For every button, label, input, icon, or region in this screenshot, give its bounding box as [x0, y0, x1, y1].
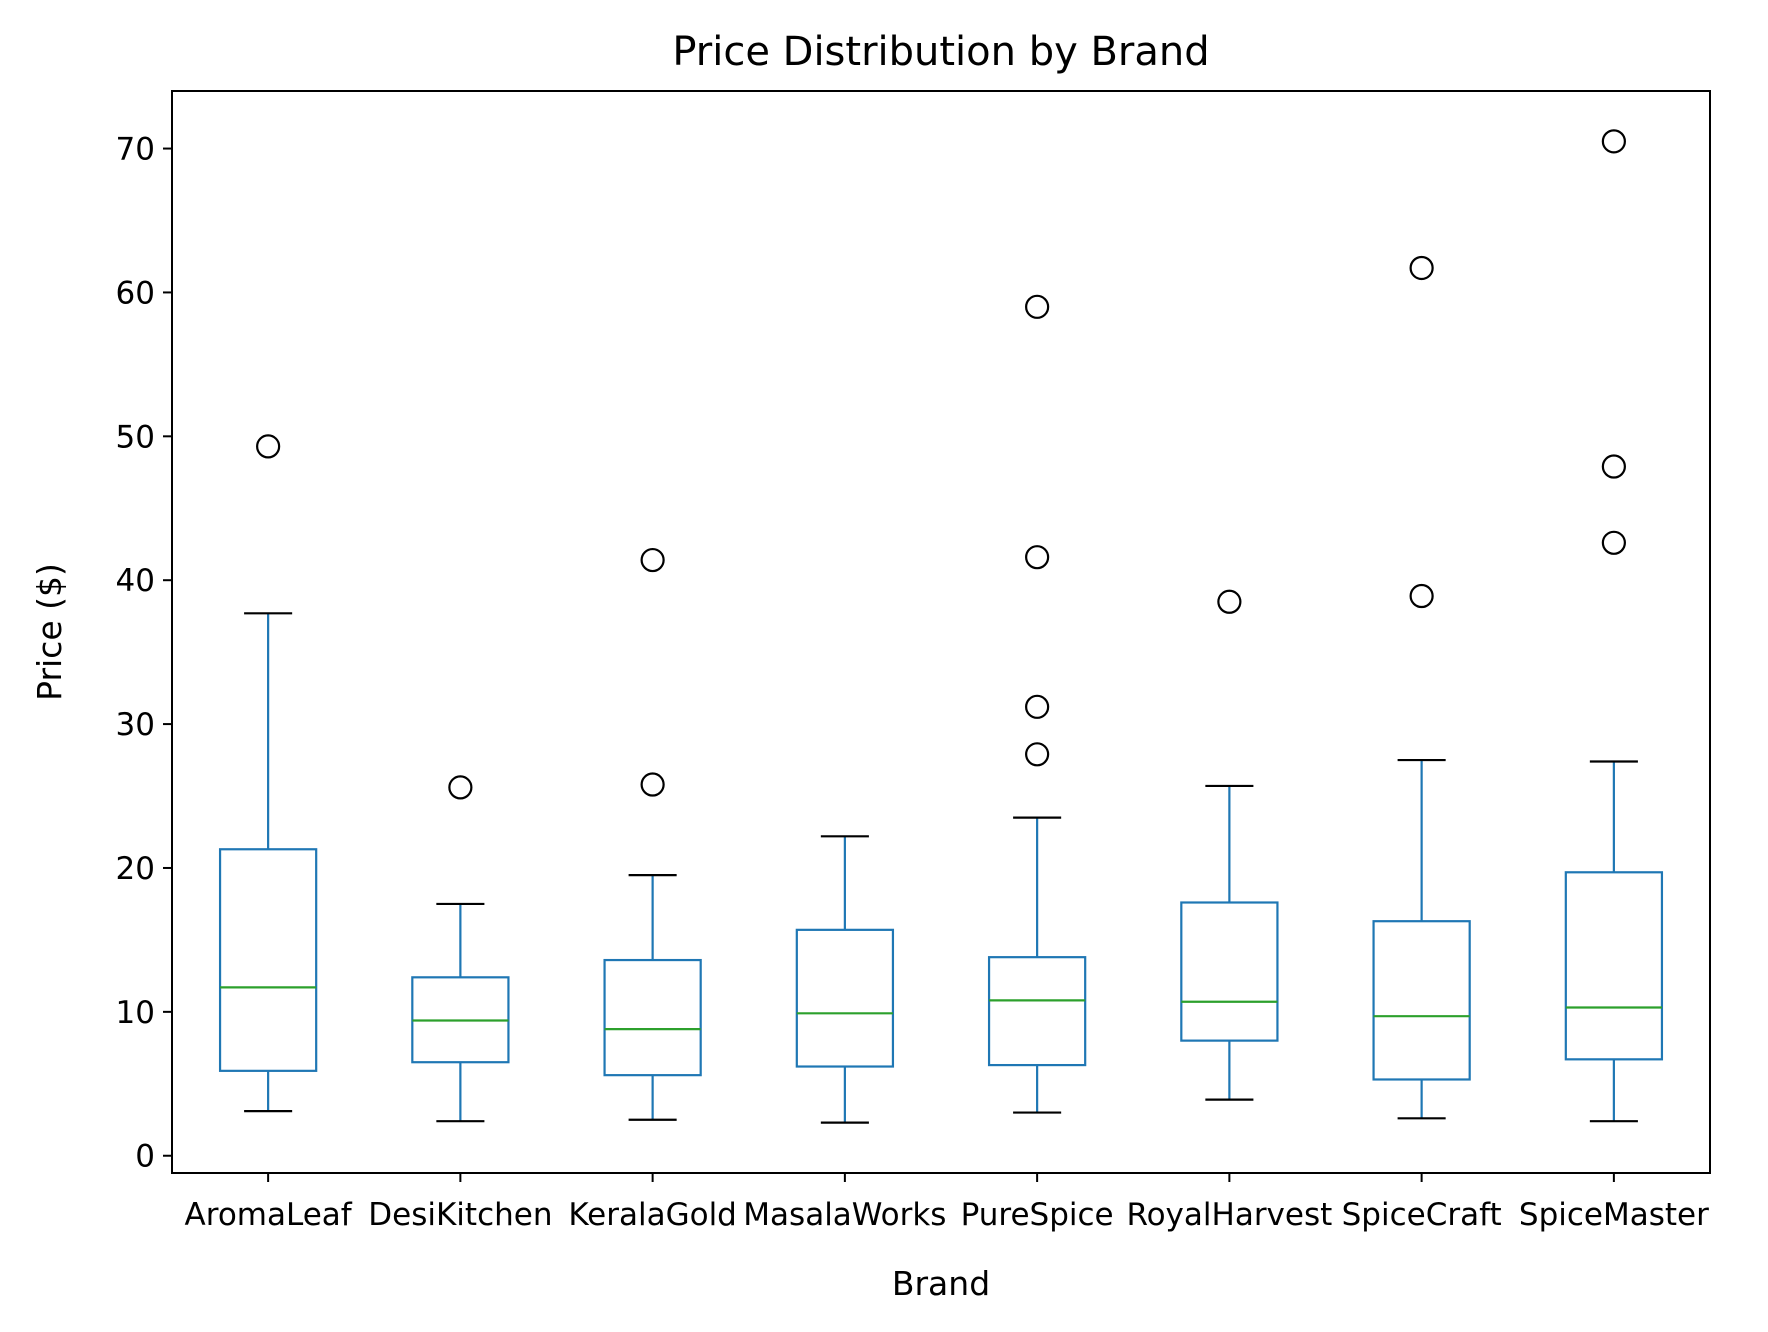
- box-iqr: [1564, 871, 1664, 1061]
- boxes-layer: [218, 129, 1664, 1124]
- x-tick-label: SpiceMaster: [1519, 1197, 1709, 1233]
- y-tick-label: 40: [116, 563, 155, 599]
- flier-point: [1601, 454, 1626, 479]
- box-iqr: [1372, 920, 1471, 1081]
- x-tick-label: DesiKitchen: [368, 1197, 552, 1233]
- y-axis: 0 10 20 30 40 50 60 70: [116, 132, 172, 1175]
- y-tick-label: 70: [116, 132, 155, 168]
- flier-point: [1409, 255, 1434, 281]
- x-tick-label: AromaLeaf: [185, 1197, 353, 1233]
- flier-point: [1025, 545, 1050, 570]
- x-tick-label: MasalaWorks: [743, 1197, 946, 1233]
- flier-point: [448, 775, 473, 800]
- y-axis-title: Price ($): [30, 563, 69, 701]
- plot-frame: [171, 90, 1711, 1174]
- x-axis-title: Brand: [892, 1264, 990, 1303]
- y-tick-label: 60: [116, 275, 155, 311]
- y-tick-label: 10: [116, 995, 155, 1031]
- box-iqr: [987, 956, 1087, 1067]
- y-tick-label: 50: [116, 419, 155, 455]
- box-aromaleaf: [218, 434, 318, 1113]
- flier-point: [1601, 530, 1626, 555]
- flier-point: [1025, 294, 1050, 319]
- flier-point: [1025, 742, 1050, 767]
- box-spicecraft: [1372, 255, 1471, 1120]
- flier-point: [256, 434, 281, 459]
- chart-title: Price Distribution by Brand: [672, 29, 1209, 75]
- box-keralagold: [603, 547, 702, 1121]
- box-masalaworks: [795, 835, 895, 1124]
- x-tick-label: RoyalHarvest: [1126, 1197, 1332, 1233]
- flier-point: [640, 547, 665, 573]
- flier-point: [640, 772, 665, 797]
- box-iqr: [1180, 901, 1279, 1042]
- box-spicemaster: [1564, 129, 1664, 1123]
- box-purespice: [987, 294, 1087, 1114]
- x-tick-label: PureSpice: [961, 1197, 1114, 1233]
- x-axis: AromaLeaf DesiKitchen KeralaGold MasalaWork…: [185, 1173, 1709, 1233]
- y-tick-label: 30: [116, 707, 155, 743]
- x-tick-label: SpiceCraft: [1342, 1197, 1502, 1233]
- box-iqr: [795, 928, 895, 1068]
- y-tick-label: 0: [135, 1139, 155, 1175]
- x-tick-label: KeralaGold: [568, 1197, 737, 1233]
- flier-point: [1217, 589, 1242, 614]
- y-tick-label: 20: [116, 851, 155, 887]
- box-iqr: [218, 848, 318, 1072]
- flier-point: [1601, 129, 1626, 154]
- box-royalharvest: [1180, 589, 1279, 1101]
- box-desikitchen: [411, 775, 510, 1123]
- box-iqr: [603, 958, 702, 1077]
- flier-point: [1409, 583, 1434, 609]
- flier-point: [1025, 694, 1050, 719]
